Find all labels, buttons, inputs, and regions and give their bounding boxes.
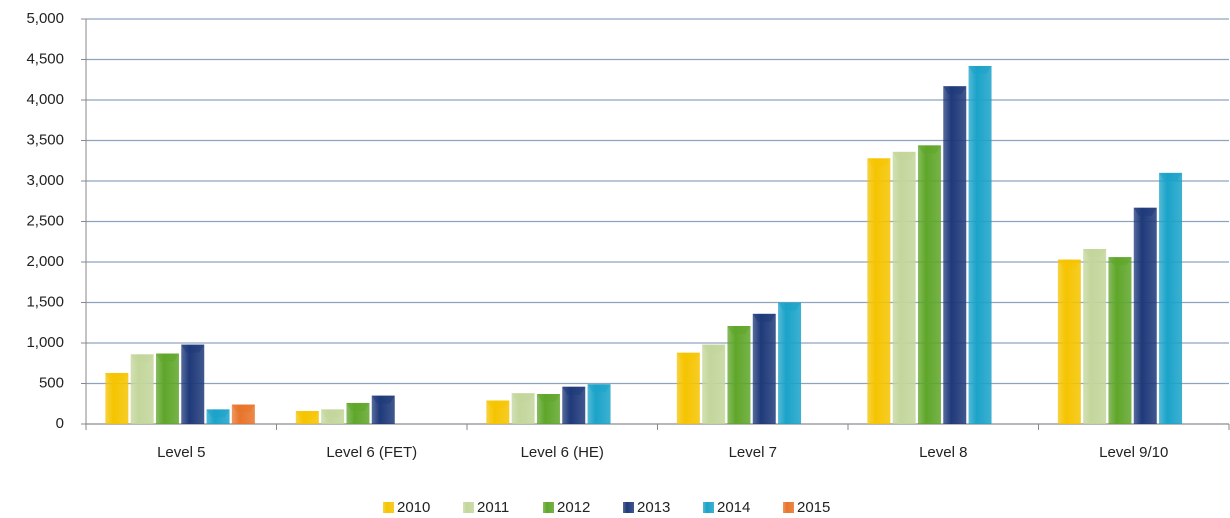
y-tick-label: 5,000 bbox=[26, 10, 64, 27]
legend-swatch bbox=[783, 502, 794, 513]
y-tick-label: 2,000 bbox=[26, 253, 64, 270]
bar-bevel bbox=[231, 404, 255, 413]
bar-bevel bbox=[295, 411, 319, 420]
bar bbox=[867, 158, 891, 424]
bar-bevel bbox=[587, 384, 611, 393]
bar bbox=[892, 151, 916, 424]
y-tick-label: 3,500 bbox=[26, 131, 64, 148]
bar-bevel bbox=[1083, 249, 1107, 258]
bar-bevel bbox=[511, 393, 535, 402]
x-tick-label: Level 8 bbox=[919, 444, 967, 461]
bar bbox=[181, 344, 205, 424]
bar bbox=[917, 145, 941, 425]
bar-bevel bbox=[676, 352, 700, 361]
x-tick-label: Level 7 bbox=[729, 444, 777, 461]
legend-label: 2013 bbox=[637, 499, 670, 516]
bar bbox=[778, 302, 802, 424]
bar-bevel bbox=[206, 409, 230, 418]
bar bbox=[752, 313, 776, 424]
bar-bevel bbox=[321, 409, 345, 418]
y-tick-label: 1,000 bbox=[26, 334, 64, 351]
bar-bevel bbox=[1108, 257, 1132, 266]
bar bbox=[562, 386, 586, 424]
x-tick-label: Level 5 bbox=[157, 444, 205, 461]
bar-bevel bbox=[727, 325, 751, 334]
bar bbox=[727, 325, 751, 424]
bar bbox=[702, 344, 726, 424]
y-tick-label: 4,000 bbox=[26, 91, 64, 108]
bar-bevel bbox=[130, 354, 154, 363]
bar bbox=[130, 354, 154, 424]
bar bbox=[1133, 207, 1157, 424]
legend-swatch bbox=[383, 502, 394, 513]
legend-label: 2014 bbox=[717, 499, 750, 516]
legend-swatch bbox=[623, 502, 634, 513]
bar-bevel bbox=[346, 402, 370, 411]
legend-swatch bbox=[543, 502, 554, 513]
bar bbox=[968, 65, 992, 424]
bar bbox=[1083, 249, 1107, 424]
y-tick-label: 2,500 bbox=[26, 212, 64, 229]
bar bbox=[155, 353, 179, 424]
bar-bevel bbox=[486, 400, 510, 409]
bar-bevel bbox=[702, 344, 726, 353]
y-tick-label: 3,000 bbox=[26, 172, 64, 189]
y-tick-label: 500 bbox=[39, 374, 64, 391]
legend-swatch bbox=[463, 502, 474, 513]
y-tick-label: 4,500 bbox=[26, 50, 64, 67]
legend-swatch bbox=[703, 502, 714, 513]
legend-label: 2011 bbox=[477, 499, 509, 516]
bar-bevel bbox=[155, 353, 179, 362]
bar bbox=[1108, 257, 1132, 424]
bar-bevel bbox=[752, 313, 776, 322]
x-tick-label: Level 6 (HE) bbox=[521, 444, 604, 461]
bar bbox=[587, 384, 611, 424]
bar-bevel bbox=[968, 65, 992, 74]
bar-bevel bbox=[562, 386, 586, 395]
bar-bevel bbox=[1133, 207, 1157, 216]
x-tick-label: Level 9/10 bbox=[1099, 444, 1168, 461]
bar-bevel bbox=[892, 151, 916, 160]
legend-label: 2015 bbox=[797, 499, 830, 516]
bar bbox=[1159, 172, 1183, 424]
bar-bevel bbox=[181, 344, 205, 353]
bar bbox=[105, 372, 129, 424]
x-tick-label: Level 6 (FET) bbox=[326, 444, 417, 461]
bar-bevel bbox=[867, 158, 891, 167]
bar-bevel bbox=[105, 372, 129, 381]
bar-bevel bbox=[1057, 259, 1081, 268]
bar-bevel bbox=[371, 395, 395, 404]
y-tick-label: 0 bbox=[56, 415, 64, 432]
bar bbox=[1057, 259, 1081, 424]
bar-bevel bbox=[943, 86, 967, 95]
bar-bevel bbox=[536, 394, 560, 403]
bar-bevel bbox=[1159, 172, 1183, 181]
bar-bevel bbox=[917, 145, 941, 154]
bar-bevel bbox=[778, 302, 802, 311]
bar bbox=[943, 86, 967, 424]
legend-label: 2012 bbox=[557, 499, 590, 516]
legend-label: 2010 bbox=[397, 499, 430, 516]
y-tick-label: 1,500 bbox=[26, 293, 64, 310]
bar bbox=[676, 352, 700, 424]
